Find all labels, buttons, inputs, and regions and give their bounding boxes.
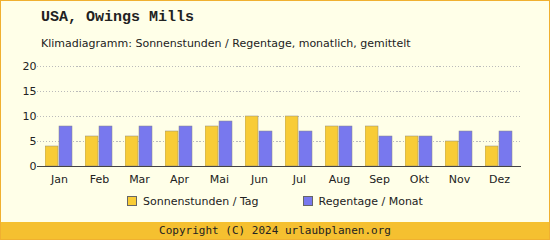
svg-text:Mai: Mai — [210, 173, 229, 186]
svg-text:Mar: Mar — [129, 173, 150, 186]
svg-text:10: 10 — [23, 110, 37, 123]
html-text:USA, Owings Mills: USA, Owings Mills — [41, 9, 194, 26]
svg-text:15: 15 — [23, 85, 37, 98]
html-text:Regentage / Monat: Regentage / Monat — [318, 195, 423, 208]
svg-text:Nov: Nov — [449, 173, 471, 186]
svg-text:Apr: Apr — [170, 173, 190, 186]
svg-text:Jul: Jul — [292, 173, 306, 186]
svg-text:0: 0 — [30, 160, 37, 173]
html-text:Sonnenstunden / Tag: Sonnenstunden / Tag — [143, 195, 259, 208]
svg-text:Sep: Sep — [369, 173, 390, 186]
svg-text:5: 5 — [30, 135, 37, 148]
svg-text:Aug: Aug — [329, 173, 350, 186]
html-text:Copyright (C) 2024 urlaubplane: Copyright (C) 2024 urlaubplanen.org — [159, 224, 391, 237]
svg-text:Jun: Jun — [250, 173, 268, 186]
svg-text:Okt: Okt — [410, 173, 430, 186]
svg-text:Jan: Jan — [50, 173, 68, 186]
svg-text:Dez: Dez — [489, 173, 510, 186]
svg-text:20: 20 — [23, 60, 37, 73]
svg-text:Feb: Feb — [90, 173, 109, 186]
html-text:Klimadiagramm: Sonnenstunden /: Klimadiagramm: Sonnenstunden / Regentage… — [41, 37, 411, 50]
